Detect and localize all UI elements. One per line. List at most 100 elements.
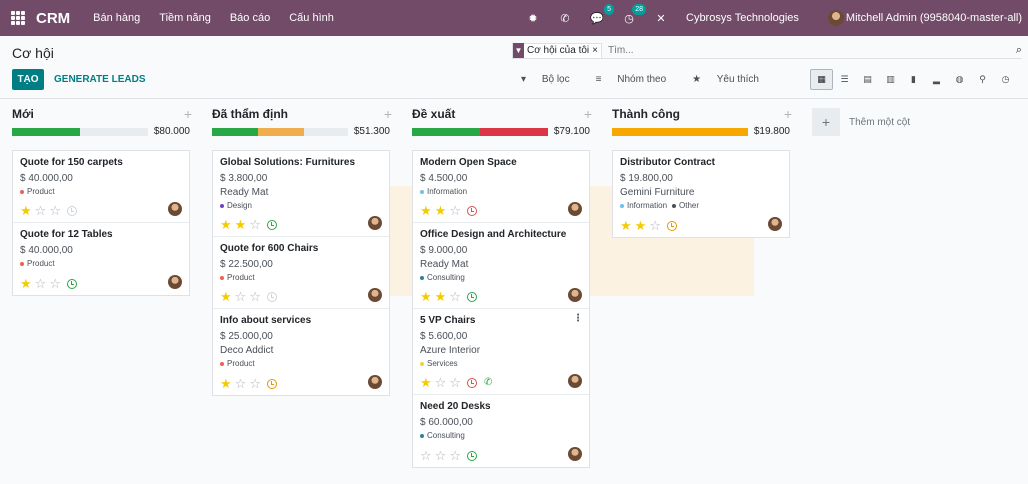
priority-star-icon[interactable]: ☆ — [249, 376, 261, 391]
salesperson-avatar[interactable] — [568, 447, 582, 461]
quick-create-plus-icon[interactable]: + — [783, 106, 792, 122]
activity-clock-icon[interactable] — [466, 205, 477, 216]
add-column-plus-icon[interactable]: + — [812, 108, 840, 136]
column-progress-bar[interactable] — [412, 128, 548, 136]
priority-star-icon[interactable]: ☆ — [420, 448, 432, 463]
priority-star-icon[interactable]: ☆ — [449, 203, 461, 218]
priority-star-icon[interactable]: ★ — [434, 289, 447, 304]
groupby-button[interactable]: ≡ Nhóm theo — [596, 74, 680, 85]
opportunity-card[interactable]: Quote for 12 Tables $ 40.000,00 Product ★ ☆ ☆ — [13, 223, 189, 295]
activity-clock-icon[interactable] — [466, 291, 477, 302]
opportunity-card[interactable]: Quote for 150 carpets $ 40.000,00 Product ★… — [13, 151, 189, 223]
phone-call-icon[interactable]: ✆ — [483, 377, 493, 388]
apps-menu-icon[interactable] — [11, 11, 25, 25]
opportunity-card[interactable]: Info about services $ 25.000,00 Deco Addic… — [213, 309, 389, 395]
cohort-view-icon[interactable]: ▂ — [933, 74, 940, 84]
kanban-view-icon[interactable]: ▦ — [810, 69, 833, 90]
opportunity-card[interactable]: 5 VP Chairs $ 5.600,00 Azure Interior Servi… — [413, 309, 589, 395]
salesperson-avatar[interactable] — [168, 275, 182, 289]
opportunity-card[interactable]: Global Solutions: Furnitures $ 3.800,00 Re… — [213, 151, 389, 237]
priority-star-icon[interactable]: ☆ — [234, 376, 247, 391]
opportunity-card[interactable]: Need 20 Desks $ 60.000,00 Consulting ☆ ☆ ☆ — [413, 395, 589, 467]
priority-star-icon[interactable]: ★ — [20, 276, 32, 291]
menu-sales[interactable]: Bán hàng — [93, 12, 141, 24]
search-input[interactable] — [608, 45, 988, 56]
priority-star-icon[interactable]: ☆ — [434, 375, 447, 390]
user-menu[interactable]: Mitchell Admin (9958040-master-all) — [827, 10, 1022, 26]
map-view-icon[interactable]: ⚲ — [979, 74, 986, 84]
priority-star-icon[interactable]: ★ — [620, 218, 632, 233]
priority-star-icon[interactable]: ★ — [220, 289, 232, 304]
column-title[interactable]: Đề xuất — [412, 107, 456, 121]
priority-star-icon[interactable]: ★ — [634, 218, 647, 233]
column-progress-bar[interactable] — [12, 128, 148, 136]
add-column[interactable]: + Thêm một cột — [812, 108, 910, 136]
menu-leads[interactable]: Tiềm năng — [159, 12, 211, 24]
priority-star-icon[interactable]: ☆ — [434, 448, 447, 463]
list-view-icon[interactable]: ☰ — [840, 74, 849, 84]
priority-star-icon[interactable]: ☆ — [49, 276, 61, 291]
activity-clock-icon[interactable] — [466, 377, 477, 388]
search-bar[interactable]: ▼ Cơ hội của tôi × ⌕ — [512, 42, 1022, 59]
column-progress-bar[interactable] — [212, 128, 348, 136]
priority-star-icon[interactable]: ☆ — [249, 217, 261, 232]
opportunity-card[interactable]: Distributor Contract $ 19.800,00 Gemini Fu… — [613, 151, 789, 237]
opportunity-card[interactable]: Modern Open Space $ 4.500,00 Information ★ ★… — [413, 151, 589, 223]
priority-star-icon[interactable]: ☆ — [234, 289, 247, 304]
salesperson-avatar[interactable] — [568, 374, 582, 388]
create-button[interactable]: TẠO — [12, 69, 44, 90]
priority-star-icon[interactable]: ★ — [20, 203, 32, 218]
calendar-view-icon[interactable]: ▤ — [863, 74, 872, 84]
priority-star-icon[interactable]: ★ — [434, 203, 447, 218]
priority-star-icon[interactable]: ★ — [420, 289, 432, 304]
progress-segment[interactable] — [412, 128, 480, 136]
progress-segment[interactable] — [212, 128, 259, 136]
activity-clock-icon[interactable] — [266, 378, 277, 389]
column-title[interactable]: Đã thẩm định — [212, 107, 289, 121]
salesperson-avatar[interactable] — [368, 375, 382, 389]
priority-star-icon[interactable]: ☆ — [449, 375, 461, 390]
quick-create-plus-icon[interactable]: + — [183, 106, 192, 122]
phone-icon[interactable]: ✆ — [560, 12, 570, 25]
progress-segment[interactable] — [80, 128, 148, 136]
salesperson-avatar[interactable] — [368, 288, 382, 302]
activity-clock-icon[interactable] — [666, 220, 677, 231]
salesperson-avatar[interactable] — [368, 216, 382, 230]
app-name[interactable]: CRM — [36, 9, 71, 27]
quick-create-plus-icon[interactable]: + — [383, 106, 392, 122]
pivot-view-icon[interactable]: ▥ — [886, 74, 895, 84]
activity-clock-icon[interactable] — [466, 450, 477, 461]
priority-star-icon[interactable]: ☆ — [449, 289, 461, 304]
salesperson-avatar[interactable] — [568, 202, 582, 216]
progress-segment[interactable] — [612, 128, 748, 136]
opportunity-card[interactable]: Quote for 600 Chairs $ 22.500,00 Product ★ ☆… — [213, 237, 389, 309]
chat-icon[interactable]: 💬 5 — [590, 4, 614, 25]
tools-icon[interactable]: ✕ — [656, 12, 666, 25]
priority-star-icon[interactable]: ★ — [220, 376, 232, 391]
activity-clock-icon[interactable] — [266, 291, 277, 302]
salesperson-avatar[interactable] — [168, 202, 182, 216]
column-progress-bar[interactable] — [612, 128, 748, 136]
priority-star-icon[interactable]: ★ — [420, 203, 432, 218]
facet-remove-icon[interactable]: × — [592, 45, 598, 56]
activity-clock-icon[interactable] — [266, 219, 277, 230]
favorites-button[interactable]: ★ Yêu thích — [692, 74, 772, 85]
activity-clock-icon[interactable]: ◷ 28 — [622, 4, 646, 25]
activity-clock-icon[interactable] — [66, 278, 77, 289]
progress-segment[interactable] — [258, 128, 305, 136]
menu-configuration[interactable]: Cấu hình — [289, 12, 334, 24]
priority-star-icon[interactable]: ★ — [234, 217, 247, 232]
search-icon[interactable]: ⌕ — [1015, 44, 1022, 56]
menu-reporting[interactable]: Báo cáo — [229, 12, 271, 24]
generate-leads-button[interactable]: GENERATE LEADS — [54, 74, 146, 85]
bug-icon[interactable]: ✹ — [528, 12, 538, 25]
progress-segment[interactable] — [304, 128, 348, 136]
quick-create-plus-icon[interactable]: + — [583, 106, 592, 122]
activity-view-icon[interactable]: ◷ — [1001, 74, 1010, 84]
priority-star-icon[interactable]: ★ — [220, 217, 232, 232]
salesperson-avatar[interactable] — [568, 288, 582, 302]
search-facet[interactable]: ▼ Cơ hội của tôi × — [512, 42, 602, 59]
priority-star-icon[interactable]: ☆ — [249, 289, 261, 304]
priority-star-icon[interactable]: ☆ — [649, 218, 661, 233]
priority-star-icon[interactable]: ★ — [420, 375, 432, 390]
